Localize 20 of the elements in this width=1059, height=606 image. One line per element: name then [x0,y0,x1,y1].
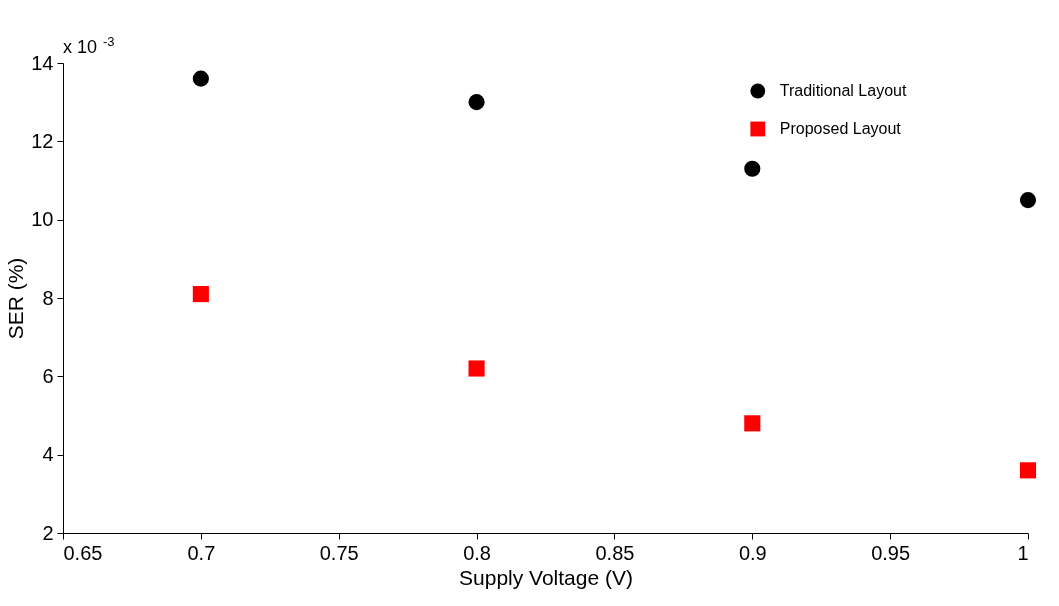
legend-label: Traditional Layout [779,82,907,99]
y-tick-label: 4 [42,443,54,466]
y-tick-label: 14 [31,51,54,74]
x-tick-label: 0.8 [463,541,491,564]
x-tick-label: 0.65 [63,541,103,564]
y-tick-label: 2 [42,521,54,544]
x-tick-label: 0.85 [595,541,635,564]
y-tick-label: 6 [42,364,54,387]
x-tick-label: 0.9 [738,541,767,564]
x-tick-label: 0.95 [871,541,911,564]
y-axis-title: SER (%) [4,257,28,340]
y-tick-label: 12 [31,129,54,152]
y-tick-label: 8 [42,286,54,309]
x-axis-title: Supply Voltage (V) [459,565,633,589]
x-tick-label: 0.75 [319,541,359,564]
y-tick-label: 10 [31,208,54,231]
x-tick-label: 0.7 [187,541,216,564]
x-tick-label: 1 [1017,541,1029,564]
text: x 10-3 [63,34,115,57]
legend-label: Proposed Layout [779,120,902,137]
